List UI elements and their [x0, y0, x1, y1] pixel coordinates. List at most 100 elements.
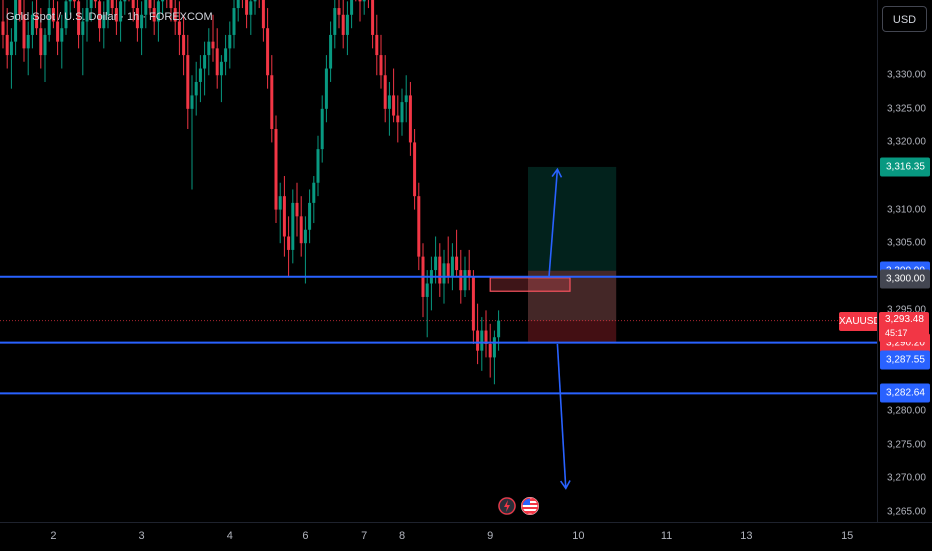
candle-body [497, 320, 501, 338]
chart-canvas[interactable] [0, 0, 877, 522]
candle-body [253, 0, 257, 2]
price-level-label: 3,282.64 [880, 383, 930, 403]
candle-body [161, 0, 165, 2]
candle-body [102, 14, 106, 29]
candle-body [350, 0, 354, 15]
candle-body [400, 102, 404, 123]
date-label: 9 [487, 530, 494, 542]
date-label: 15 [841, 530, 854, 542]
candle-body [203, 55, 207, 69]
candle-body [98, 1, 102, 29]
candle-body [18, 0, 22, 15]
candle-body [303, 229, 307, 244]
candle-body [51, 8, 55, 22]
us-flag-icon[interactable] [521, 497, 539, 515]
candle-body [476, 330, 480, 351]
price-tick-label: 3,330.00 [887, 69, 926, 81]
candle-body [442, 263, 446, 284]
candle-body [387, 95, 391, 109]
candle-body [345, 14, 349, 35]
candle-body [198, 68, 202, 82]
candle-body [64, 1, 68, 29]
candle-body [173, 8, 177, 22]
candle-body [480, 330, 484, 351]
candle-body [152, 8, 156, 22]
candle-body [140, 14, 144, 29]
candle-body [266, 28, 270, 76]
stop-zone [528, 270, 617, 343]
candle-body [182, 34, 186, 56]
candle-body [438, 256, 442, 284]
candle-body [236, 0, 240, 9]
symbol-title[interactable]: Gold Spot / U.S. Dollar · 1h · FOREXCOM [6, 11, 213, 23]
candle-body [224, 48, 228, 62]
date-label: 13 [740, 530, 753, 542]
candle-body [207, 41, 211, 56]
candle-body [47, 8, 51, 35]
candle-body [270, 75, 274, 129]
candle-body [404, 95, 408, 103]
candle-body [450, 256, 454, 277]
candle-body [9, 41, 13, 56]
date-label: 8 [398, 530, 406, 542]
candle-body [459, 270, 463, 291]
candle-body [278, 196, 282, 210]
candle-body [337, 8, 341, 15]
candle-body [186, 55, 190, 109]
candle-body [324, 68, 328, 109]
price-tick-label: 3,320.00 [887, 136, 926, 148]
time-axis[interactable]: 2 3 4 6 7 8 9 10 11 13 15 [0, 522, 932, 551]
candle-body [341, 14, 345, 35]
candle-body [371, 0, 375, 35]
flash-icon[interactable] [498, 497, 516, 515]
candle-body [379, 55, 383, 76]
price-tick-label: 3,280.00 [887, 405, 926, 417]
candle-body [190, 95, 194, 109]
price-tick-label: 3,295.00 [887, 304, 926, 316]
current-price-value: 3,293.48 [885, 313, 924, 325]
candle-body [471, 276, 475, 331]
candle-body [362, 0, 366, 2]
candle-body [77, 1, 81, 35]
date-label: 11 [660, 530, 673, 542]
candle-body [329, 34, 333, 69]
price-level-label: 3,316.35 [880, 157, 930, 177]
candle-body [156, 1, 160, 22]
candle-body [194, 81, 198, 96]
candle-body [68, 0, 72, 2]
candle-body [89, 0, 93, 9]
candle-body [333, 8, 337, 35]
date-label: 10 [572, 530, 585, 542]
price-axis[interactable]: 3,330.00 3,325.00 3,320.00 3,310.00 3,305.00… [877, 0, 932, 522]
candle-body [81, 21, 85, 35]
price-tick-label: 3,270.00 [887, 472, 926, 484]
candle-body [396, 115, 400, 123]
candle-body [60, 28, 64, 42]
candle-body [232, 8, 236, 35]
date-label: 3 [138, 530, 145, 542]
candle-body [467, 270, 471, 277]
candle-body [30, 14, 34, 35]
chart-area[interactable]: Gold Spot / U.S. Dollar · 1h · FOREXCOM … [0, 0, 877, 522]
candle-body [312, 182, 316, 203]
candle-body [455, 256, 459, 271]
candle-body [85, 8, 89, 22]
candle-body [417, 196, 421, 257]
candle-body [274, 128, 278, 210]
price-level-label: 3,300.00 [880, 269, 930, 289]
candle-body [446, 263, 450, 277]
candle-body [383, 75, 387, 109]
candle-body [291, 202, 295, 250]
price-tick-label: 3,310.00 [887, 204, 926, 216]
candle-body [375, 34, 379, 56]
candle-body [408, 95, 412, 143]
candle-body [114, 8, 118, 22]
candle-body [131, 0, 135, 9]
currency-button[interactable]: USD [882, 6, 927, 32]
bar-countdown: 45:17 [885, 327, 908, 338]
candle-body [135, 8, 139, 29]
current-price-label: 3,293.48 45:17 [879, 311, 929, 342]
candle-body [93, 0, 97, 2]
candle-body [144, 0, 148, 15]
price-tick-label: 3,265.00 [887, 506, 926, 518]
